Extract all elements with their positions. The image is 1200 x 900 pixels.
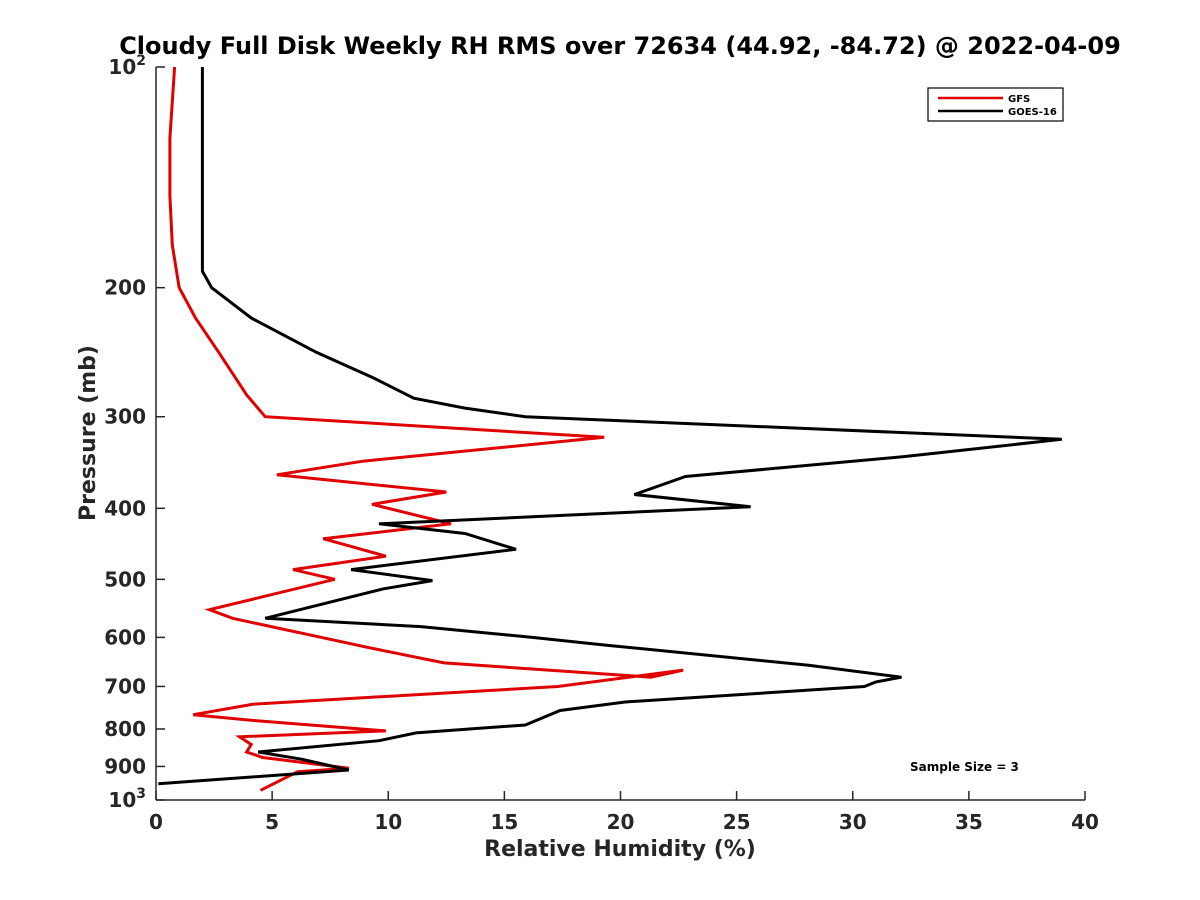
y-axis-ticks: 102 200 300 400 500 600 700 800 900 103 <box>104 53 165 812</box>
y-axis-label: Pressure (mb) <box>76 345 101 521</box>
series-layer <box>158 66 1062 792</box>
x-tick-label: 40 <box>1071 810 1099 834</box>
y-tick-label: 300 <box>104 405 146 429</box>
x-tick-label: 0 <box>149 810 163 834</box>
y-tick-label: 500 <box>104 567 146 591</box>
legend-box <box>927 87 1064 122</box>
legend-label-0: GFS <box>1008 94 1030 105</box>
y-tick-label: 103 <box>108 786 146 812</box>
x-axis-ticks: 0 5 10 15 20 25 30 35 40 <box>149 791 1099 834</box>
y-tick-label: 200 <box>104 276 146 300</box>
chart-title: Cloudy Full Disk Weekly RH RMS over 7263… <box>119 32 1121 60</box>
legend: GFS GOES-16 <box>927 87 1064 122</box>
x-tick-label: 20 <box>607 810 635 834</box>
y-tick-label: 600 <box>104 625 146 649</box>
x-tick-label: 25 <box>723 810 751 834</box>
x-tick-label: 10 <box>374 810 402 834</box>
series-line-0 <box>168 66 684 792</box>
x-tick-label: 30 <box>839 810 867 834</box>
x-tick-label: 35 <box>955 810 983 834</box>
sample-size-annotation: Sample Size = 3 <box>910 760 1019 774</box>
y-tick-label: 900 <box>104 754 146 778</box>
y-tick-label: 400 <box>104 496 146 520</box>
legend-label-1: GOES-16 <box>1008 107 1057 118</box>
x-tick-label: 5 <box>265 810 279 834</box>
series-line-1 <box>158 67 1062 786</box>
y-tick-label: 700 <box>104 674 146 698</box>
x-tick-label: 15 <box>490 810 518 834</box>
x-axis-label: Relative Humidity (%) <box>484 837 756 862</box>
y-tick-label: 800 <box>104 717 146 741</box>
y-tick-label: 102 <box>108 53 146 79</box>
